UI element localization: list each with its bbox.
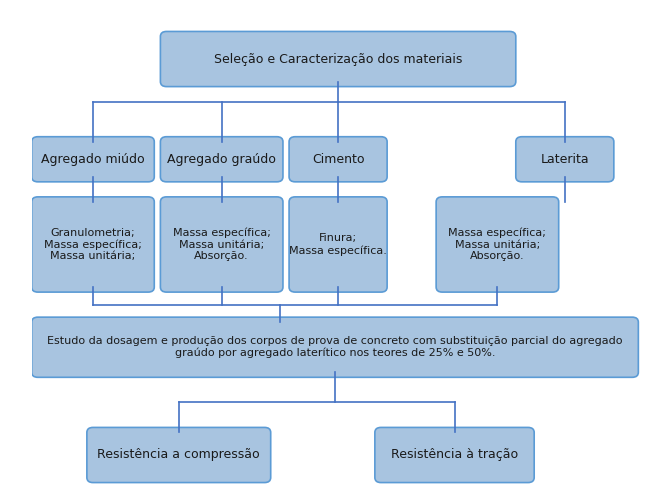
Text: Agregado miúdo: Agregado miúdo	[41, 153, 145, 166]
FancyBboxPatch shape	[87, 427, 270, 482]
Text: Finura;
Massa específica.: Finura; Massa específica.	[289, 233, 387, 256]
FancyBboxPatch shape	[32, 317, 638, 377]
Text: Resistência à tração: Resistência à tração	[391, 449, 518, 462]
FancyBboxPatch shape	[160, 31, 516, 87]
Text: Agregado graúdo: Agregado graúdo	[167, 153, 276, 166]
FancyBboxPatch shape	[160, 197, 283, 292]
Text: Resistência a compressão: Resistência a compressão	[97, 449, 260, 462]
Text: Massa específica;
Massa unitária;
Absorção.: Massa específica; Massa unitária; Absorç…	[172, 228, 270, 262]
Text: Seleção e Caracterização dos materiais: Seleção e Caracterização dos materiais	[214, 52, 462, 66]
FancyBboxPatch shape	[436, 197, 559, 292]
FancyBboxPatch shape	[160, 137, 283, 182]
FancyBboxPatch shape	[289, 137, 387, 182]
FancyBboxPatch shape	[32, 197, 154, 292]
FancyBboxPatch shape	[375, 427, 534, 482]
FancyBboxPatch shape	[32, 137, 154, 182]
FancyBboxPatch shape	[516, 137, 614, 182]
Text: Cimento: Cimento	[312, 153, 364, 166]
Text: Laterita: Laterita	[541, 153, 589, 166]
FancyBboxPatch shape	[289, 197, 387, 292]
Text: Massa específica;
Massa unitária;
Absorção.: Massa específica; Massa unitária; Absorç…	[448, 228, 546, 262]
Text: Estudo da dosagem e produção dos corpos de prova de concreto com substituição pa: Estudo da dosagem e produção dos corpos …	[47, 336, 623, 358]
Text: Granulometria;
Massa específica;
Massa unitária;: Granulometria; Massa específica; Massa u…	[44, 228, 142, 262]
